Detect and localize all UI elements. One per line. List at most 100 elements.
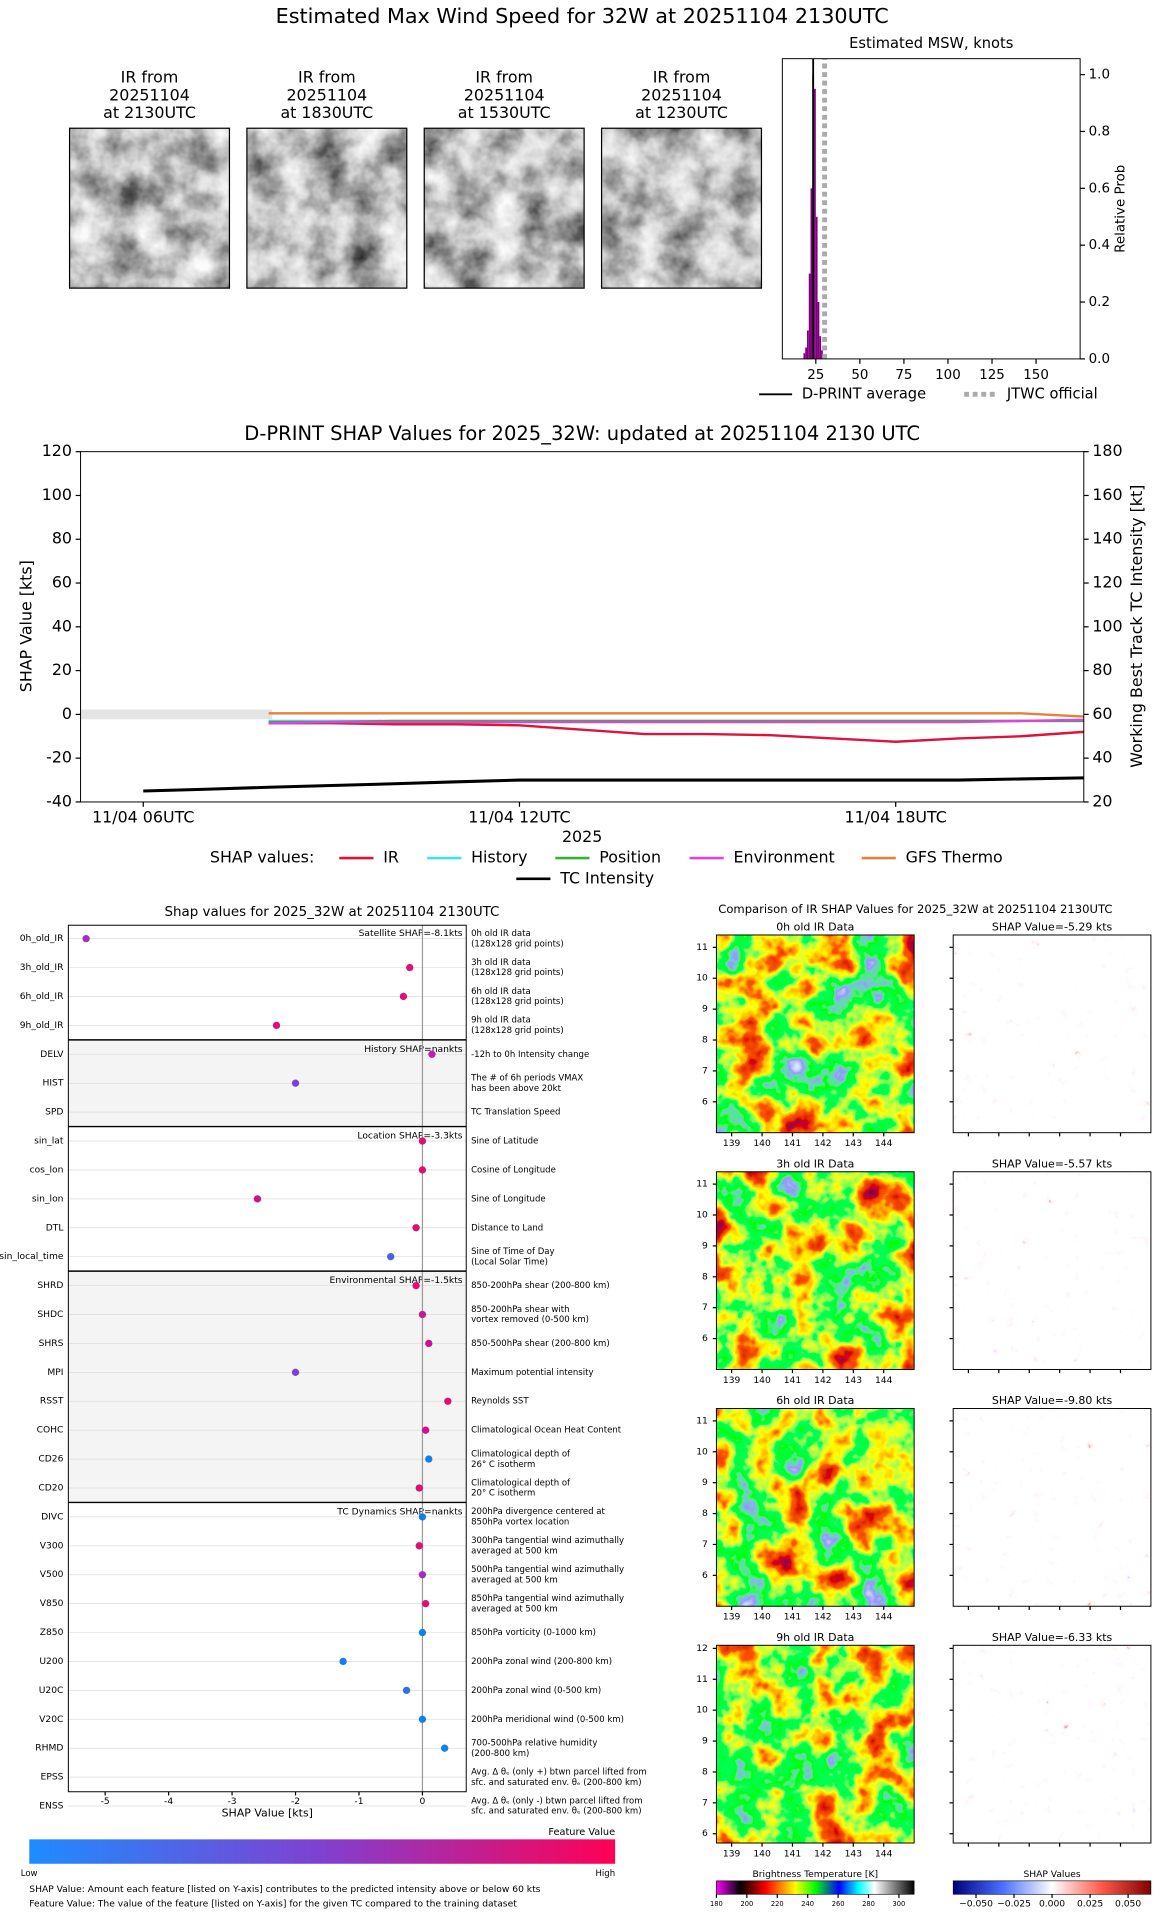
feature-name: HIST <box>42 1079 63 1089</box>
shap-image <box>953 1171 1151 1370</box>
lon-tick-label: 139 <box>723 1376 741 1386</box>
image-frame <box>952 934 1152 1134</box>
shap-image <box>953 1645 1151 1844</box>
image-frame <box>715 1408 915 1607</box>
hist-bar <box>819 336 822 359</box>
feature-description: 700-500hPa relative humidity <box>471 1739 597 1749</box>
x-tick-label: -1 <box>354 1797 363 1807</box>
shap-dot <box>339 1657 347 1666</box>
shap-dot <box>418 1571 427 1579</box>
shap-dot <box>421 1599 430 1608</box>
lon-tick-label: 142 <box>814 1376 831 1386</box>
colorbar <box>716 1880 915 1895</box>
lat-tick-label: 11 <box>696 1675 708 1685</box>
feature-description: averaged at 500 km <box>471 1547 558 1557</box>
feature-name: 0h_old_IR <box>20 934 64 944</box>
feature-name: SPD <box>45 1108 63 1118</box>
ir-image-frame <box>600 127 763 289</box>
footnote: Feature Value: The value of the feature … <box>29 1900 517 1910</box>
y-tick-label: 100 <box>42 485 72 504</box>
feature-description: Climatological depth of <box>471 1478 571 1488</box>
legend-label: D-PRINT average <box>802 385 926 402</box>
feature-description: (200-800 km) <box>471 1749 529 1759</box>
feature-description: (128x128 grid points) <box>471 968 564 978</box>
y-tick-label: 0.2 <box>1089 295 1110 310</box>
lat-tick-label: 6 <box>702 1829 708 1839</box>
shap-dot <box>402 1686 411 1695</box>
x-tick-label: -5 <box>101 1797 110 1807</box>
ir-panel-label: at 1230UTC <box>635 103 728 122</box>
colorbar-tick-label: −0.050 <box>959 1900 993 1910</box>
shap-dot <box>418 1513 427 1521</box>
y-tick-label: 80 <box>52 529 72 548</box>
feature-name: Z850 <box>40 1628 64 1638</box>
ir-color-image <box>716 1645 915 1844</box>
hist-title: Estimated MSW, knots <box>849 35 1013 52</box>
series-line <box>268 721 1084 743</box>
y2-tick-label: 120 <box>1092 573 1122 592</box>
ir-panel-label: at 2130UTC <box>103 103 196 122</box>
lon-tick-label: 139 <box>723 1613 741 1623</box>
lat-tick-label: 9 <box>702 1737 708 1747</box>
feature-name: sin_lon <box>32 1194 64 1204</box>
shap-dot <box>82 934 90 943</box>
lon-tick-label: 143 <box>845 1376 863 1386</box>
ir-title: 6h old IR Data <box>776 1394 854 1407</box>
colorbar-high: High <box>596 1869 616 1879</box>
lat-tick-label: 8 <box>702 1509 708 1519</box>
lat-tick-label: 7 <box>702 1303 708 1313</box>
feature-name: MPI <box>47 1368 63 1378</box>
feature-name: CD26 <box>38 1455 63 1465</box>
feature-description: averaged at 500 km <box>471 1604 558 1614</box>
group-label: Satellite SHAP=-8.1kts <box>359 929 463 939</box>
feature-name: sin_lat <box>34 1137 64 1147</box>
series-line <box>268 718 1084 725</box>
y2-tick-label: 140 <box>1092 529 1122 548</box>
shap-dot <box>387 1253 395 1261</box>
colorbar-tick-label: 200 <box>740 1900 753 1908</box>
feature-name: COHC <box>37 1426 64 1436</box>
shap-title: SHAP Value=-5.57 kts <box>992 1157 1113 1170</box>
x-tick-label: 0 <box>420 1797 426 1807</box>
ir-panel-label: 20251104 <box>109 85 190 104</box>
image-frame <box>715 1171 915 1370</box>
hist-bar <box>821 350 823 359</box>
series-line <box>143 776 1084 793</box>
hist-frame <box>781 58 1081 360</box>
shap-dot <box>428 1050 436 1058</box>
shap-dot <box>418 1310 427 1319</box>
shap-image <box>953 1408 1151 1607</box>
lat-tick-label: 7 <box>702 1540 708 1550</box>
x-tick-label: 11/04 12UTC <box>468 807 570 826</box>
feature-description: 850-200hPa shear with <box>471 1305 569 1315</box>
lon-tick-label: 140 <box>753 1139 771 1149</box>
legend-label: Position <box>599 848 661 867</box>
feature-description: sfc. and saturated env. θₑ (200-800 km) <box>471 1778 641 1788</box>
lat-tick-label: 6 <box>702 1571 708 1581</box>
lon-tick-label: 142 <box>814 1850 831 1860</box>
feature-name: DTL <box>46 1223 65 1233</box>
group-band <box>68 925 467 1040</box>
feature-description: vortex removed (0-500 km) <box>471 1315 589 1325</box>
feature-name: sin_local_time <box>0 1252 64 1262</box>
ir-title: 9h old IR Data <box>776 1631 854 1644</box>
ir-image <box>424 128 585 289</box>
group-label: TC Dynamics SHAP=nankts <box>336 1508 462 1518</box>
colorbar-title: Feature Value <box>548 1827 615 1838</box>
hist-bar <box>815 216 818 359</box>
zero-band <box>80 709 273 720</box>
feature-name: RHMD <box>35 1744 63 1754</box>
ir-image <box>601 128 762 289</box>
shap-dot <box>418 1166 427 1174</box>
lat-tick-label: 6 <box>702 1097 708 1107</box>
colorbar <box>952 1880 1152 1895</box>
feature-description: TC Translation Speed <box>470 1108 560 1118</box>
lon-tick-label: 141 <box>784 1613 801 1623</box>
ir-panel-label: at 1530UTC <box>458 103 551 122</box>
feature-description: Sine of Time of Day <box>471 1247 554 1257</box>
feature-name: 9h_old_IR <box>20 1021 64 1031</box>
lat-tick-label: 8 <box>702 1272 708 1282</box>
y-tick-label: 120 <box>42 441 72 460</box>
shap-dot <box>412 1281 420 1290</box>
feature-description: Sine of Longitude <box>471 1194 546 1204</box>
